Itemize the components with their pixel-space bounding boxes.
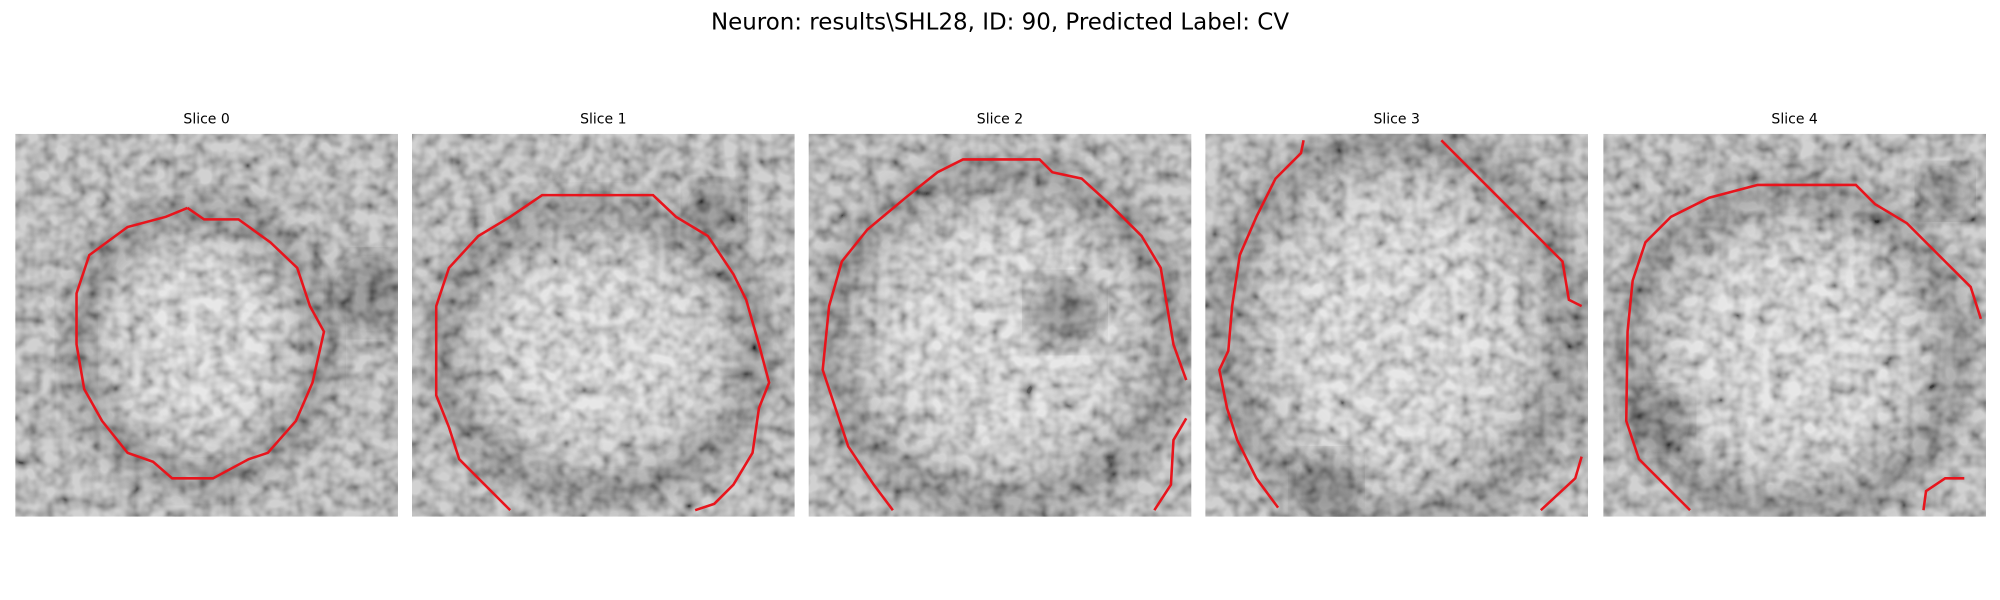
image-noise <box>1205 133 1589 517</box>
contour <box>1922 477 1965 511</box>
contour <box>75 206 326 480</box>
contour <box>1153 417 1188 511</box>
contour <box>1440 139 1583 308</box>
panel-title: Slice 3 <box>1373 112 1419 128</box>
panel-title: Slice 4 <box>1771 112 1817 128</box>
image-noise <box>15 133 398 517</box>
slice-image <box>1205 133 1589 517</box>
slice-image <box>808 133 1192 517</box>
contours <box>75 139 1983 512</box>
image-noise <box>808 133 1192 517</box>
figure-title: Neuron: results\SHL28, ID: 90, Predicted… <box>711 9 1289 35</box>
contour <box>1539 456 1583 512</box>
panels: Slice 0 Slice 1 Slice 2 Slice 3 Slice 4 <box>15 112 1986 517</box>
slice-image <box>1603 133 1986 517</box>
contour <box>434 193 771 512</box>
panel-title: Slice 1 <box>580 112 626 128</box>
image-noise <box>411 133 795 517</box>
panel-title: Slice 2 <box>977 112 1023 128</box>
panel-title: Slice 0 <box>183 112 229 128</box>
contour <box>1624 183 1983 512</box>
contour <box>821 158 1188 511</box>
slice-image <box>15 133 398 517</box>
slice-image <box>411 133 795 517</box>
contour <box>1218 140 1305 509</box>
image-noise <box>1603 133 1986 517</box>
